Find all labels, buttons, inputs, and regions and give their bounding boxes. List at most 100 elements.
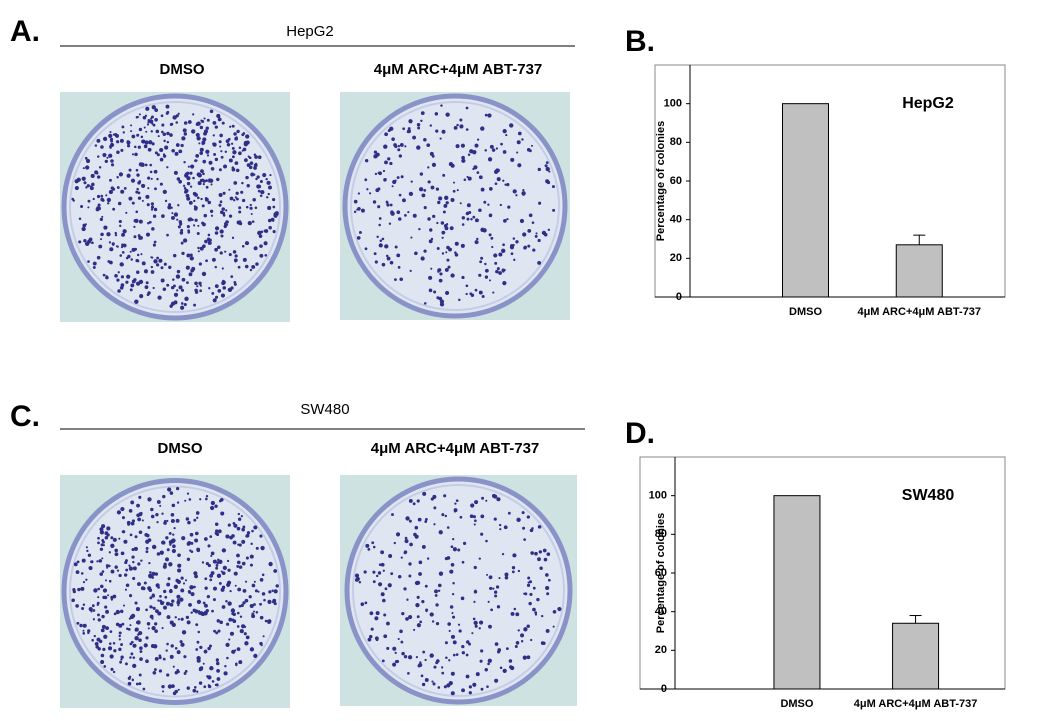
colony [166, 283, 170, 287]
colony [196, 232, 200, 235]
colony [256, 184, 261, 189]
colony [487, 113, 492, 118]
colony [254, 206, 258, 210]
y-tick-label: 0 [676, 291, 682, 303]
colony [432, 682, 436, 686]
colony [147, 526, 151, 529]
colony [360, 208, 365, 213]
colony [120, 189, 125, 194]
colony [386, 621, 390, 626]
colony [517, 629, 520, 632]
colony [534, 611, 538, 615]
colony [135, 210, 139, 214]
colony [155, 129, 160, 134]
colony [89, 185, 93, 188]
colony [189, 253, 193, 257]
colony [87, 239, 92, 244]
colony [136, 133, 140, 137]
colony [196, 599, 202, 605]
colony [91, 241, 94, 245]
colony [220, 155, 224, 159]
colony [169, 491, 174, 495]
colony [138, 673, 142, 677]
colony [522, 655, 527, 660]
colony [466, 217, 470, 221]
colony [469, 514, 474, 519]
colony [200, 197, 203, 201]
colony [397, 266, 401, 269]
colony [451, 592, 455, 596]
colony [174, 647, 178, 650]
colony [234, 254, 238, 258]
cell-line: SW480 [300, 401, 349, 418]
colony [108, 189, 114, 195]
colony [465, 292, 468, 296]
colony [173, 212, 179, 217]
colony [145, 636, 149, 640]
colony [444, 226, 449, 231]
colony [268, 225, 272, 230]
colony [467, 176, 472, 181]
colony [101, 557, 104, 560]
colony [71, 598, 75, 603]
colony [124, 588, 127, 591]
colony [102, 647, 106, 652]
colony [150, 256, 153, 259]
colony [476, 171, 480, 175]
dish [342, 93, 568, 319]
colony [183, 160, 186, 164]
colony [215, 661, 220, 666]
colony [209, 505, 215, 511]
colony [198, 142, 201, 145]
colony [198, 281, 202, 285]
colony [151, 105, 156, 110]
colony [200, 119, 203, 122]
colony [220, 150, 223, 153]
colony [474, 589, 477, 592]
colony [374, 636, 379, 641]
colony [422, 491, 427, 496]
colony [81, 558, 86, 563]
colony [224, 222, 228, 226]
colony [106, 533, 110, 537]
colony [468, 642, 471, 646]
colony [162, 154, 167, 158]
colony [156, 153, 160, 157]
colony [406, 598, 409, 601]
colony [168, 203, 172, 207]
colony [208, 287, 211, 290]
colony [97, 613, 100, 617]
colony [523, 538, 526, 541]
colony [198, 612, 201, 615]
annotation: HepG2 [902, 95, 954, 112]
colony [156, 500, 161, 504]
colony [199, 645, 203, 650]
colony [152, 670, 157, 675]
colony [146, 622, 151, 626]
colony [537, 238, 541, 243]
colony [208, 644, 212, 648]
colony [522, 526, 526, 530]
panel-label: C. [10, 400, 40, 433]
colony [429, 124, 433, 127]
colony [118, 634, 121, 638]
x-tick-label: DMSO [789, 306, 822, 318]
colony [478, 290, 483, 295]
colony [145, 550, 149, 554]
colony [268, 185, 272, 190]
colony [440, 221, 445, 225]
colony [108, 564, 111, 568]
colony [378, 171, 382, 176]
colony [120, 275, 124, 279]
colony [190, 592, 195, 597]
colony [134, 152, 138, 157]
colony [444, 195, 449, 201]
colony [245, 534, 249, 538]
bar [782, 103, 829, 298]
colony [158, 669, 163, 673]
colony [274, 211, 279, 216]
colony [120, 658, 123, 661]
colony [473, 620, 478, 626]
colony [488, 213, 493, 218]
colony [372, 570, 376, 574]
